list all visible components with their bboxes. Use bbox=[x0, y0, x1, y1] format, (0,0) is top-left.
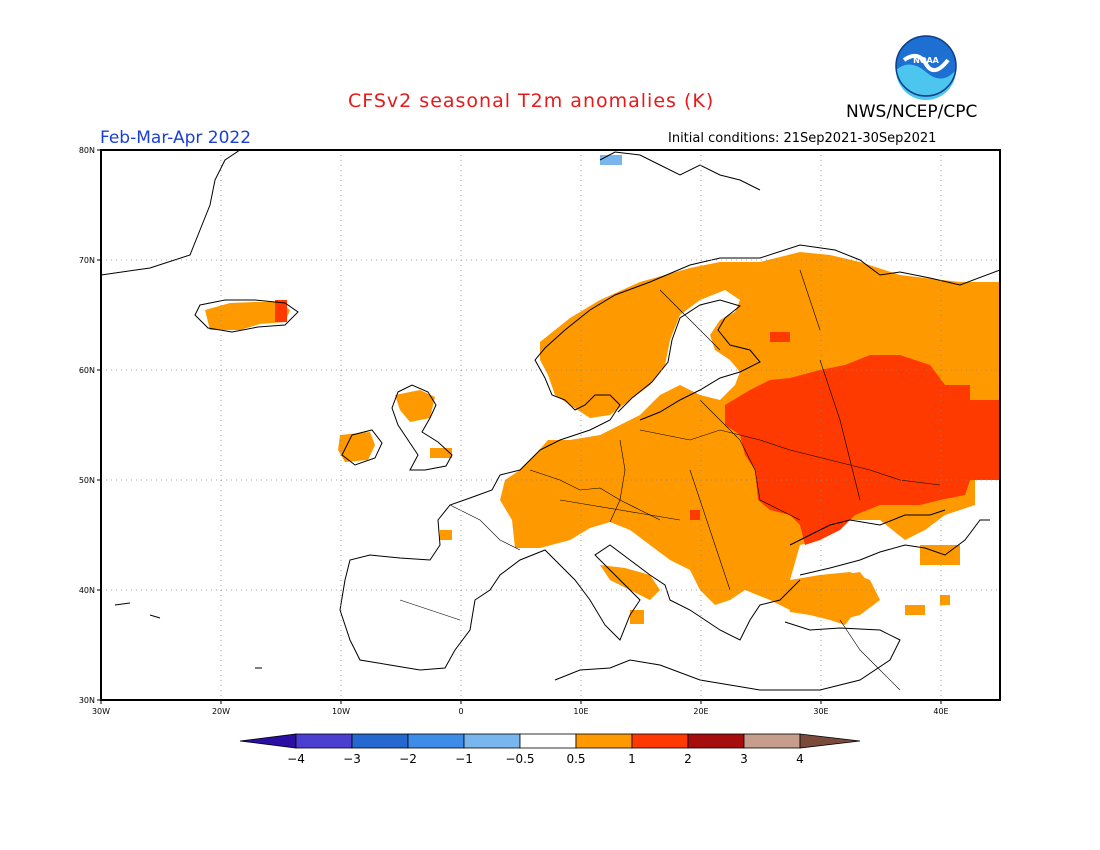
lon-label: 20W bbox=[212, 707, 230, 716]
lon-label: 10W bbox=[332, 707, 350, 716]
lon-label: 30W bbox=[92, 707, 110, 716]
strong-warm-anomaly-regions bbox=[275, 300, 1000, 545]
colorbar-label: 0.5 bbox=[566, 752, 585, 766]
lat-label: 80N bbox=[79, 146, 95, 155]
colorbar-label: 2 bbox=[684, 752, 692, 766]
lon-label: 20E bbox=[693, 707, 708, 716]
tick-marks bbox=[97, 149, 942, 704]
lon-label: 30E bbox=[813, 707, 828, 716]
colorbar-label: 4 bbox=[796, 752, 804, 766]
lat-label: 50N bbox=[79, 476, 95, 485]
colorbar-segment bbox=[351, 733, 409, 749]
forecast-period: Feb-Mar-Apr 2022 bbox=[100, 128, 252, 148]
lat-label: 40N bbox=[79, 586, 95, 595]
colorbar-segment bbox=[687, 733, 745, 749]
colorbar-label: −4 bbox=[287, 752, 305, 766]
map-title: CFSv2 seasonal T2m anomalies (K) bbox=[348, 90, 715, 112]
colorbar-segment bbox=[743, 733, 801, 749]
gridlines bbox=[101, 150, 1000, 700]
cool-anomaly-svalbard bbox=[600, 155, 622, 165]
colorbar-segment bbox=[519, 733, 577, 749]
colorbar-label: −0.5 bbox=[505, 752, 534, 766]
colorbar-label: −2 bbox=[399, 752, 417, 766]
colorbar-segment bbox=[463, 733, 521, 749]
lat-label: 30N bbox=[79, 696, 95, 705]
lon-label: 0 bbox=[458, 707, 463, 716]
colorbar-segment bbox=[407, 733, 465, 749]
colorbar-label: −1 bbox=[455, 752, 473, 766]
initial-conditions: Initial conditions: 21Sep2021-30Sep2021 bbox=[668, 131, 937, 146]
lat-label: 70N bbox=[79, 256, 95, 265]
colorbar-segment bbox=[631, 733, 689, 749]
lat-label: 60N bbox=[79, 366, 95, 375]
coastlines bbox=[101, 150, 1000, 691]
map-frame bbox=[100, 149, 1001, 701]
noaa-logo-text: NOAA bbox=[913, 56, 939, 65]
colorbar-label: −3 bbox=[343, 752, 361, 766]
noaa-logo bbox=[895, 35, 957, 100]
colorbar-label: 3 bbox=[740, 752, 748, 766]
agency-label: NWS/NCEP/CPC bbox=[846, 102, 978, 122]
country-borders bbox=[399, 269, 941, 691]
colorbar bbox=[239, 733, 861, 749]
colorbar-segment bbox=[575, 733, 633, 749]
anomaly-shading bbox=[205, 155, 1000, 625]
lon-label: 40E bbox=[933, 707, 948, 716]
colorbar-segment bbox=[295, 733, 353, 749]
colorbar-right-arrow bbox=[799, 733, 861, 749]
colorbar-label: 1 bbox=[628, 752, 636, 766]
lon-label: 10E bbox=[573, 707, 588, 716]
colorbar-left-arrow bbox=[239, 733, 297, 749]
